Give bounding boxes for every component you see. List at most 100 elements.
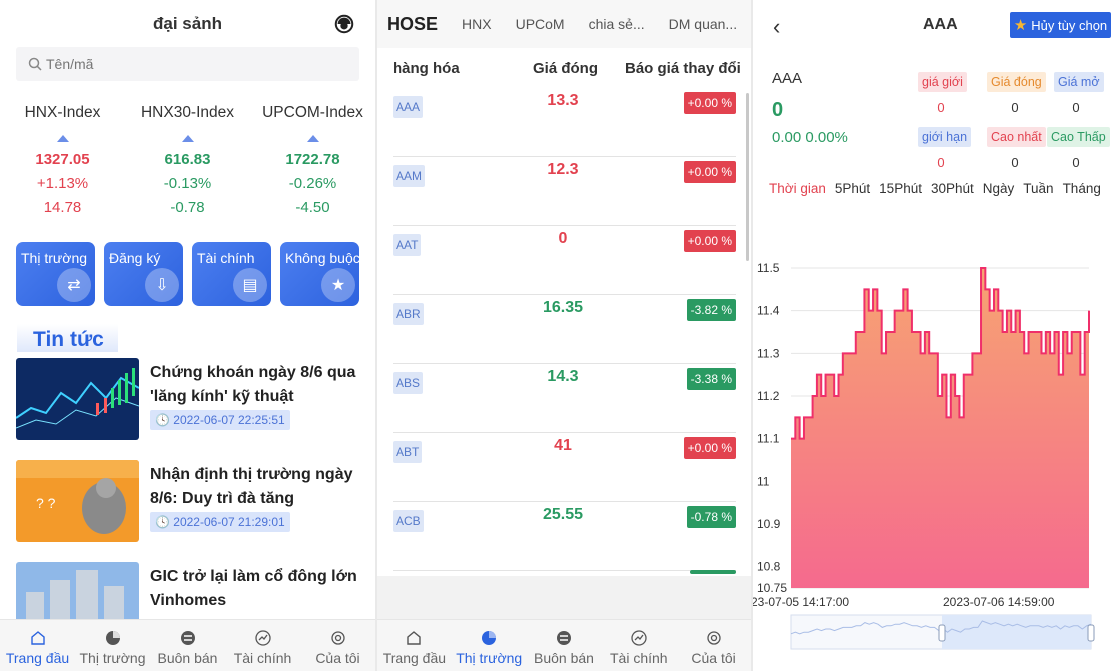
tab-trade[interactable]: Buôn bán [527,620,602,671]
tab-upcom[interactable]: UPCoM [515,16,565,32]
price-chart[interactable]: 11.5 11.4 11.3 11.2 11.1 11 10.9 10.8 10.7523-07… [753,255,1116,665]
tab-mine[interactable]: Của tôi [676,620,751,671]
page-title: đại sảnh [153,14,222,33]
news-thumbnail [16,358,139,440]
news-heading-text: Tin tức [33,328,104,351]
tab-trade[interactable]: Buôn bán [150,620,225,671]
index-hnx[interactable]: HNX-Index 1327.05 +1.13% 14.78 [0,104,125,223]
price: 16.35 [542,299,584,316]
index-name: HNX-Index [24,104,101,121]
y-tick-label: 11.4 [757,304,780,318]
period-week[interactable]: Tuần [1023,181,1054,196]
period-30m[interactable]: 30Phút [930,181,974,196]
card-market[interactable]: Thị trường ⇄ [16,242,95,306]
index-pct: -0.26% [288,175,337,192]
label-open: Giá mở [1054,72,1104,92]
exchange-tabs: HOSE HNX UPCoM chia sẻ... DM quan... [377,0,751,48]
news-date: 🕓 2022-06-07 22:25:51 [150,410,290,430]
label-high: Cao nhất [987,127,1046,147]
quote-symbol: AAA [772,70,803,87]
tab-watchlist[interactable]: DM quan... [668,16,738,32]
news-heading: Tin tức [17,324,118,352]
quote-change: 0.00 0.00% [772,129,848,146]
tab-label: Thị trường [79,650,146,666]
index-hnx30[interactable]: HNX30-Index 616.83 -0.13% -0.78 [125,104,250,223]
tab-mine[interactable]: Của tôi [300,620,375,671]
unfavorite-button[interactable]: ★ Hủy tùy chọn [1010,12,1111,38]
zoom-handle-left[interactable] [938,624,946,642]
tab-home[interactable]: Trang đầu [377,620,452,671]
scrollbar[interactable] [746,93,749,261]
search-box[interactable] [16,47,359,81]
news-item[interactable]: ? ? Nhận định thị trường ngày 8/6: Duy t… [16,460,359,542]
period-15m[interactable]: 15Phút [879,181,922,196]
zoom-handle-right[interactable] [1087,624,1095,642]
tab-finance[interactable]: Tài chính [225,620,300,671]
download-icon: ⇩ [145,268,179,302]
home-icon [30,631,45,645]
price: 0 [558,230,568,247]
period-tabs: Thời gian 5Phút 15Phút 30Phút Ngày Tuần … [769,181,1110,196]
value-close: 0 [1011,100,1019,115]
index-upcom[interactable]: UPCOM-Index 1722.78 -0.26% -4.50 [250,104,375,223]
label-limit: giới hạn [918,127,972,147]
table-row[interactable]: AAM 12.3 +0.00 % [393,157,736,226]
symbol-badge: AAM [393,165,426,187]
search-input[interactable] [46,56,326,72]
page-title: AAA [923,16,958,33]
card-label: Không buộc [285,250,359,266]
period-day[interactable]: Ngày [982,181,1015,196]
back-icon[interactable]: ‹ [773,14,781,39]
triangle-up-icon [181,135,194,142]
tab-label: Tài chính [233,650,292,666]
card-finance[interactable]: Tài chính ▤ [192,242,271,306]
finance-icon [631,630,647,646]
card-register[interactable]: Đăng ký ⇩ [104,242,183,306]
symbol-badge: AAA [393,96,424,118]
table-row[interactable]: ACB 25.55 -0.78 % [393,502,736,571]
col-close: Giá đóng [533,59,598,77]
index-pct: -0.13% [163,175,212,192]
table-row[interactable] [393,570,736,576]
tab-finance[interactable]: Tài chính [601,620,676,671]
card-label: Thị trường [21,250,88,266]
home-panel: đại sảnh HNX-Index 1327.05 +1.13% 14.78 … [0,0,375,671]
table-row[interactable]: ABT 41 +0.00 % [393,433,736,502]
card-unbound[interactable]: Không buộc ★ [280,242,359,306]
y-tick-label: 11 [757,474,770,488]
trade-icon [180,631,195,645]
tab-label: Thị trường [456,650,523,666]
tab-hnx[interactable]: HNX [462,16,492,32]
tab-label: Trang đầu [382,650,447,666]
period-time[interactable]: Thời gian [769,181,826,196]
news-thumbnail: ? ? [16,460,139,542]
tab-market[interactable]: Thị trường [452,620,527,671]
col-symbol: hàng hóa [393,59,460,77]
market-panel: HOSE HNX UPCoM chia sẻ... DM quan... hàn… [377,0,751,671]
value-low: 0 [1072,155,1080,170]
value-limit: 0 [937,155,945,170]
bottom-tabbar: Trang đầu Thị trường Buôn bán Tài chính … [377,619,751,671]
quick-cards: Thị trường ⇄ Đăng ký ⇩ Tài chính ▤ Không… [16,242,359,306]
tab-label: Của tôi [315,650,360,666]
price: 13.3 [547,92,579,109]
price: 12.3 [547,161,579,178]
table-row[interactable]: AAA 13.3 +0.00 % [393,88,736,157]
tab-shares[interactable]: chia sẻ... [588,16,645,32]
zoom-window[interactable] [942,615,1091,649]
period-month[interactable]: Tháng [1062,181,1101,196]
tab-market[interactable]: Thị trường [75,620,150,671]
period-5m[interactable]: 5Phút [834,181,871,196]
tab-home[interactable]: Trang đầu [0,620,75,671]
price: 41 [554,437,572,454]
tab-hose[interactable]: HOSE [387,13,439,34]
change-badge: -0.78 % [686,506,736,528]
index-pct: +1.13% [36,175,89,192]
y-tick-label: 10.9 [757,517,781,531]
table-row[interactable]: ABR 16.35 -3.82 % [393,295,736,364]
table-row[interactable]: ABS 14.3 -3.38 % [393,364,736,433]
table-row[interactable]: AAT 0 +0.00 % [393,226,736,295]
tab-label: Tài chính [609,650,668,666]
news-item[interactable]: Chứng khoán ngày 8/6 qua 'lăng kính' kỹ … [16,358,359,440]
customer-service-icon[interactable] [333,13,355,35]
